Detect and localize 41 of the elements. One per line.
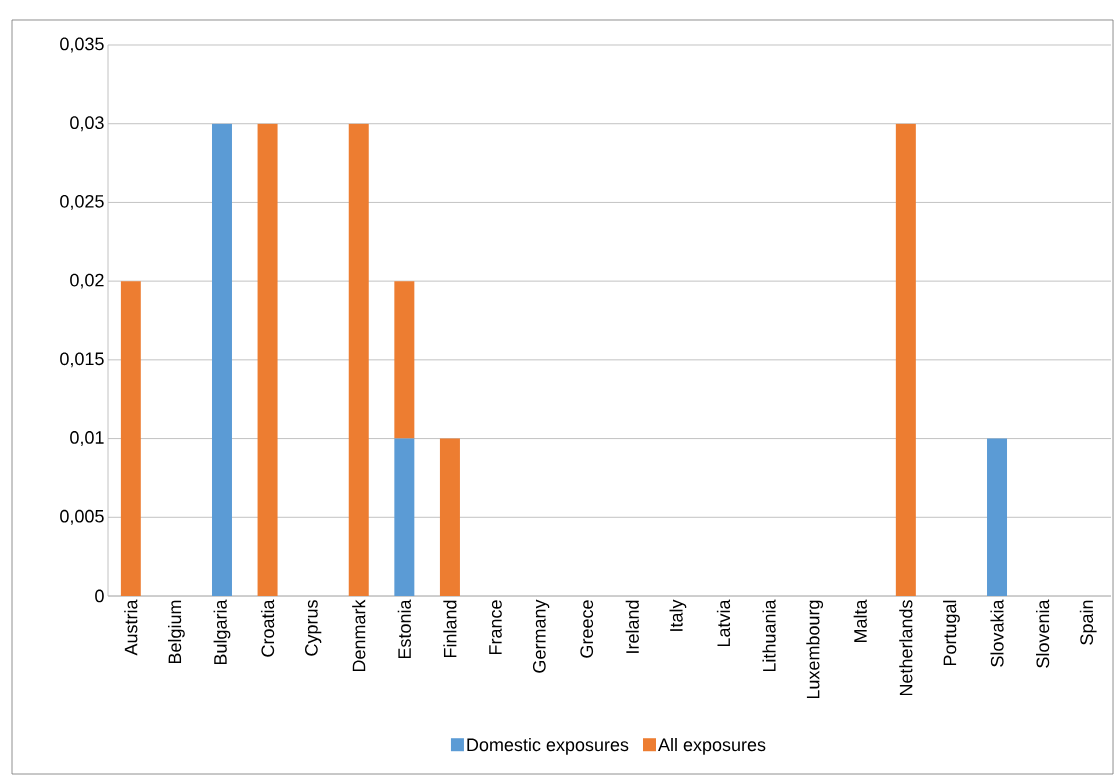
bar: [348, 123, 369, 596]
x-tick-label: Slovenia: [1036, 599, 1050, 668]
y-tick-label: 0,015: [60, 352, 104, 368]
x-tick-label: Bulgaria: [213, 599, 231, 665]
x-tick-label: Netherlands: [899, 600, 913, 696]
x-tick-label: Finland: [443, 600, 457, 658]
bar: [394, 281, 415, 439]
x-tick-label: Spain: [1079, 600, 1097, 645]
bar: [257, 123, 278, 596]
bar: [895, 123, 916, 596]
x-tick-label: Austria: [124, 599, 138, 656]
x-tick-label: Greece: [580, 600, 594, 658]
x-tick-label: Ireland: [625, 600, 639, 653]
x-tick-label: Portugal: [943, 600, 960, 666]
x-tick-label: France: [489, 600, 502, 655]
y-tick-label: 0,01: [70, 431, 104, 447]
x-tick-label: Latvia: [716, 599, 731, 647]
y-tick-label: 0: [95, 589, 104, 603]
bar: [987, 438, 1008, 596]
x-tick-label: Italy: [669, 599, 687, 631]
bar: [211, 123, 232, 596]
x-tick-label: Cyprus: [305, 600, 322, 656]
legend-label: All exposures: [658, 737, 766, 755]
x-tick-label: Belgium: [167, 600, 185, 664]
bar: [394, 438, 415, 596]
legend-label: Domestic exposures: [467, 737, 629, 755]
x-tick-label: Germany: [532, 599, 550, 673]
x-tick-label: Slovakia: [990, 599, 1004, 667]
y-tick-label: 0,03: [70, 116, 104, 132]
y-tick-label: 0,005: [60, 509, 104, 525]
x-tick-label: Croatia: [260, 599, 275, 657]
y-tick-label: 0,02: [70, 273, 104, 289]
bar: [120, 281, 141, 596]
y-tick-label: 0,025: [60, 194, 104, 210]
x-tick-label: Denmark: [352, 599, 366, 672]
x-tick-label: Luxembourg: [806, 600, 824, 699]
x-tick-label: Lithuania: [762, 599, 776, 672]
bar: [439, 438, 460, 596]
x-tick-label: Malta: [853, 599, 867, 643]
x-tick-label: Estonia: [397, 599, 411, 659]
y-tick-label: 0,035: [60, 37, 104, 53]
